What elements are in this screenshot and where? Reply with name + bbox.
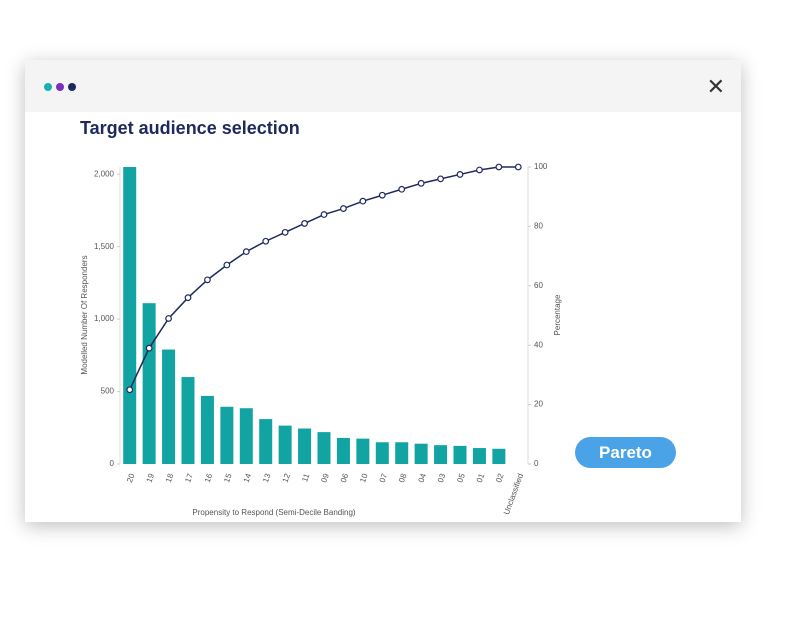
x-tick-label: 14 (242, 472, 254, 484)
x-tick-label: 08 (397, 472, 409, 484)
y2-axis-label: Percentage (553, 294, 562, 335)
bar (453, 445, 467, 464)
line-marker (359, 197, 367, 205)
bar (162, 349, 176, 464)
x-tick-label: 11 (300, 472, 311, 483)
line-marker (301, 220, 308, 227)
y2-tick-label: 80 (534, 222, 543, 231)
x-tick-label: 05 (455, 472, 467, 484)
y-tick-label: 1,500 (94, 242, 115, 251)
bar (142, 303, 156, 464)
bar (336, 437, 350, 464)
x-tick-label: 07 (378, 472, 390, 484)
bar (181, 377, 195, 464)
line-marker (476, 166, 483, 174)
bar (239, 408, 253, 464)
x-tick-label: 02 (494, 472, 506, 484)
x-tick-label: 17 (183, 472, 195, 484)
bar (492, 448, 506, 464)
line-marker (126, 386, 134, 394)
x-axis-label: Propensity to Respond (Semi-Decile Bandi… (192, 508, 356, 517)
line (129, 166, 519, 391)
line-marker (340, 205, 347, 212)
x-tick-label: 01 (475, 472, 487, 484)
bar (200, 395, 214, 464)
line-marker (437, 175, 444, 183)
y-tick-label: 500 (101, 387, 115, 396)
bar (375, 442, 389, 464)
y2-tick-label: 40 (534, 340, 543, 349)
line-marker (145, 344, 153, 352)
bar (317, 432, 331, 464)
line-marker (165, 315, 172, 322)
x-tick-label: 15 (222, 472, 234, 484)
dot (68, 83, 76, 91)
line-marker (204, 276, 211, 284)
line-marker (495, 163, 503, 171)
close-button[interactable]: ✕ (706, 74, 725, 99)
x-tick-label: 03 (436, 472, 448, 484)
x-tick-label: 13 (261, 472, 273, 484)
bar (395, 442, 409, 464)
x-tick-label: Unclassified (502, 472, 525, 516)
bar (278, 425, 292, 464)
line-marker (184, 294, 192, 302)
y2-tick-label: 0 (534, 459, 539, 468)
line-marker (456, 171, 464, 178)
line-marker (378, 191, 386, 199)
x-tick-label: 06 (339, 472, 351, 484)
x-tick-label: 09 (319, 472, 331, 484)
x-tick-label: 20 (125, 472, 137, 484)
y-tick-label: 0 (110, 459, 115, 468)
y2-tick-label: 20 (534, 400, 543, 409)
y-tick-label: 2,000 (94, 169, 115, 178)
y2-tick-label: 60 (534, 281, 543, 290)
bar (414, 443, 428, 464)
x-tick-label: 16 (203, 472, 215, 484)
line-marker (398, 185, 406, 193)
x-tick-label: 12 (281, 472, 293, 484)
line-marker (242, 248, 250, 256)
line-marker (320, 211, 328, 218)
x-tick-label: 19 (145, 472, 157, 484)
window-header: ✕ (25, 60, 741, 112)
line-marker (223, 261, 231, 269)
bar (123, 167, 137, 464)
y2-tick-label: 100 (534, 162, 548, 171)
window-title: Target audience selection (80, 118, 300, 138)
pareto-button[interactable]: Pareto (575, 437, 676, 468)
y-axis-label: Modelled Number Of Responders (80, 255, 89, 374)
bar (298, 428, 312, 464)
dot (56, 83, 64, 91)
x-tick-label: 04 (417, 472, 429, 484)
bar (259, 419, 273, 464)
bar (434, 445, 448, 464)
line-marker (514, 163, 522, 171)
y-tick-label: 1,000 (94, 314, 115, 323)
bar (472, 448, 486, 464)
dot (44, 83, 52, 91)
x-tick-label: 18 (164, 472, 176, 484)
bar (220, 406, 234, 464)
line-marker (281, 228, 289, 236)
x-tick-label: 10 (358, 472, 370, 484)
line-marker (417, 179, 425, 187)
line-marker (262, 237, 270, 245)
bar (356, 438, 370, 464)
